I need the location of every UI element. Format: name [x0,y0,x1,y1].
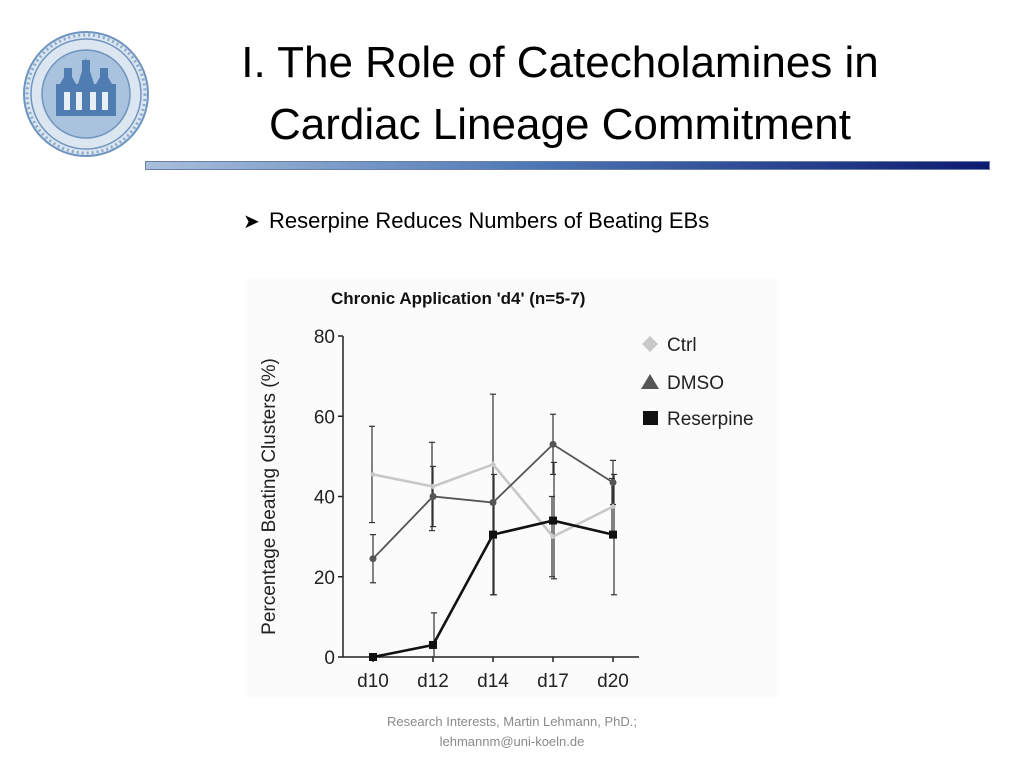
line-chart: Chronic Application 'd4' (n=5-7) 0 20 40 60 8… [259,289,754,692]
slide-title: I. The Role of Catecholamines in Cardiac… [150,32,970,156]
data-point-reserpine [369,653,377,661]
data-point-ctrl [370,471,376,478]
data-point-dmso [429,493,437,500]
y-tick-label: 60 [314,407,335,428]
data-point-reserpine [429,640,437,649]
x-tick-label: d10 [357,671,389,692]
data-point-ctrl [550,533,556,540]
legend-label-ctrl: Ctrl [667,335,697,356]
title-underline [145,161,990,170]
y-tick-label: 40 [314,488,335,509]
x-tick-label: d14 [477,671,509,692]
arrow-bullet-icon: ➤ [243,211,260,233]
footer-line1: Research Interests, Martin Lehmann, PhD.… [386,714,637,729]
x-tick-label: d20 [597,671,629,692]
data-point-ctrl [490,461,496,468]
chart-panel: Chronic Application 'd4' (n=5-7) 0 20 40 60 8… [247,278,777,698]
bullet-text: Reserpine Reduces Numbers of Beating EBs [269,208,710,233]
legend-label-dmso: DMSO [667,373,724,394]
data-point-reserpine [489,530,497,539]
data-point-dmso [549,440,557,448]
data-point-dmso [609,478,617,486]
x-tick-label: d12 [417,671,449,692]
university-seal-icon [23,31,149,157]
data-point-dmso [489,499,497,507]
legend-label-reserpine: Reserpine [667,409,754,430]
legend-diamond-icon [642,336,658,352]
chart-title: Chronic Application 'd4' (n=5-7) [331,289,585,308]
y-tick-label: 80 [314,327,335,348]
x-tick-label: d17 [537,671,569,692]
footer-line2: lehmannm@uni-koeln.de [439,734,585,749]
slide-title-line1: I. The Role of Catecholamines in [241,38,879,87]
data-point-ctrl [430,483,436,490]
footer: Research Interests, Martin Lehmann, PhD.… [312,712,712,752]
y-axis-label: Percentage Beating Clusters (%) [259,358,280,635]
slide-title-line2: Cardiac Lineage Commitment [268,100,852,149]
y-tick-label: 20 [314,568,335,589]
data-point-dmso [369,555,377,563]
data-point-reserpine [609,530,617,539]
legend-triangle-icon [641,374,659,389]
legend-square-icon [643,411,658,425]
data-point-ctrl [610,503,616,510]
y-tick-label: 0 [324,648,335,669]
bullet-item: ➤ Reserpine Reduces Numbers of Beating EB… [243,208,709,234]
data-point-reserpine [549,516,557,525]
